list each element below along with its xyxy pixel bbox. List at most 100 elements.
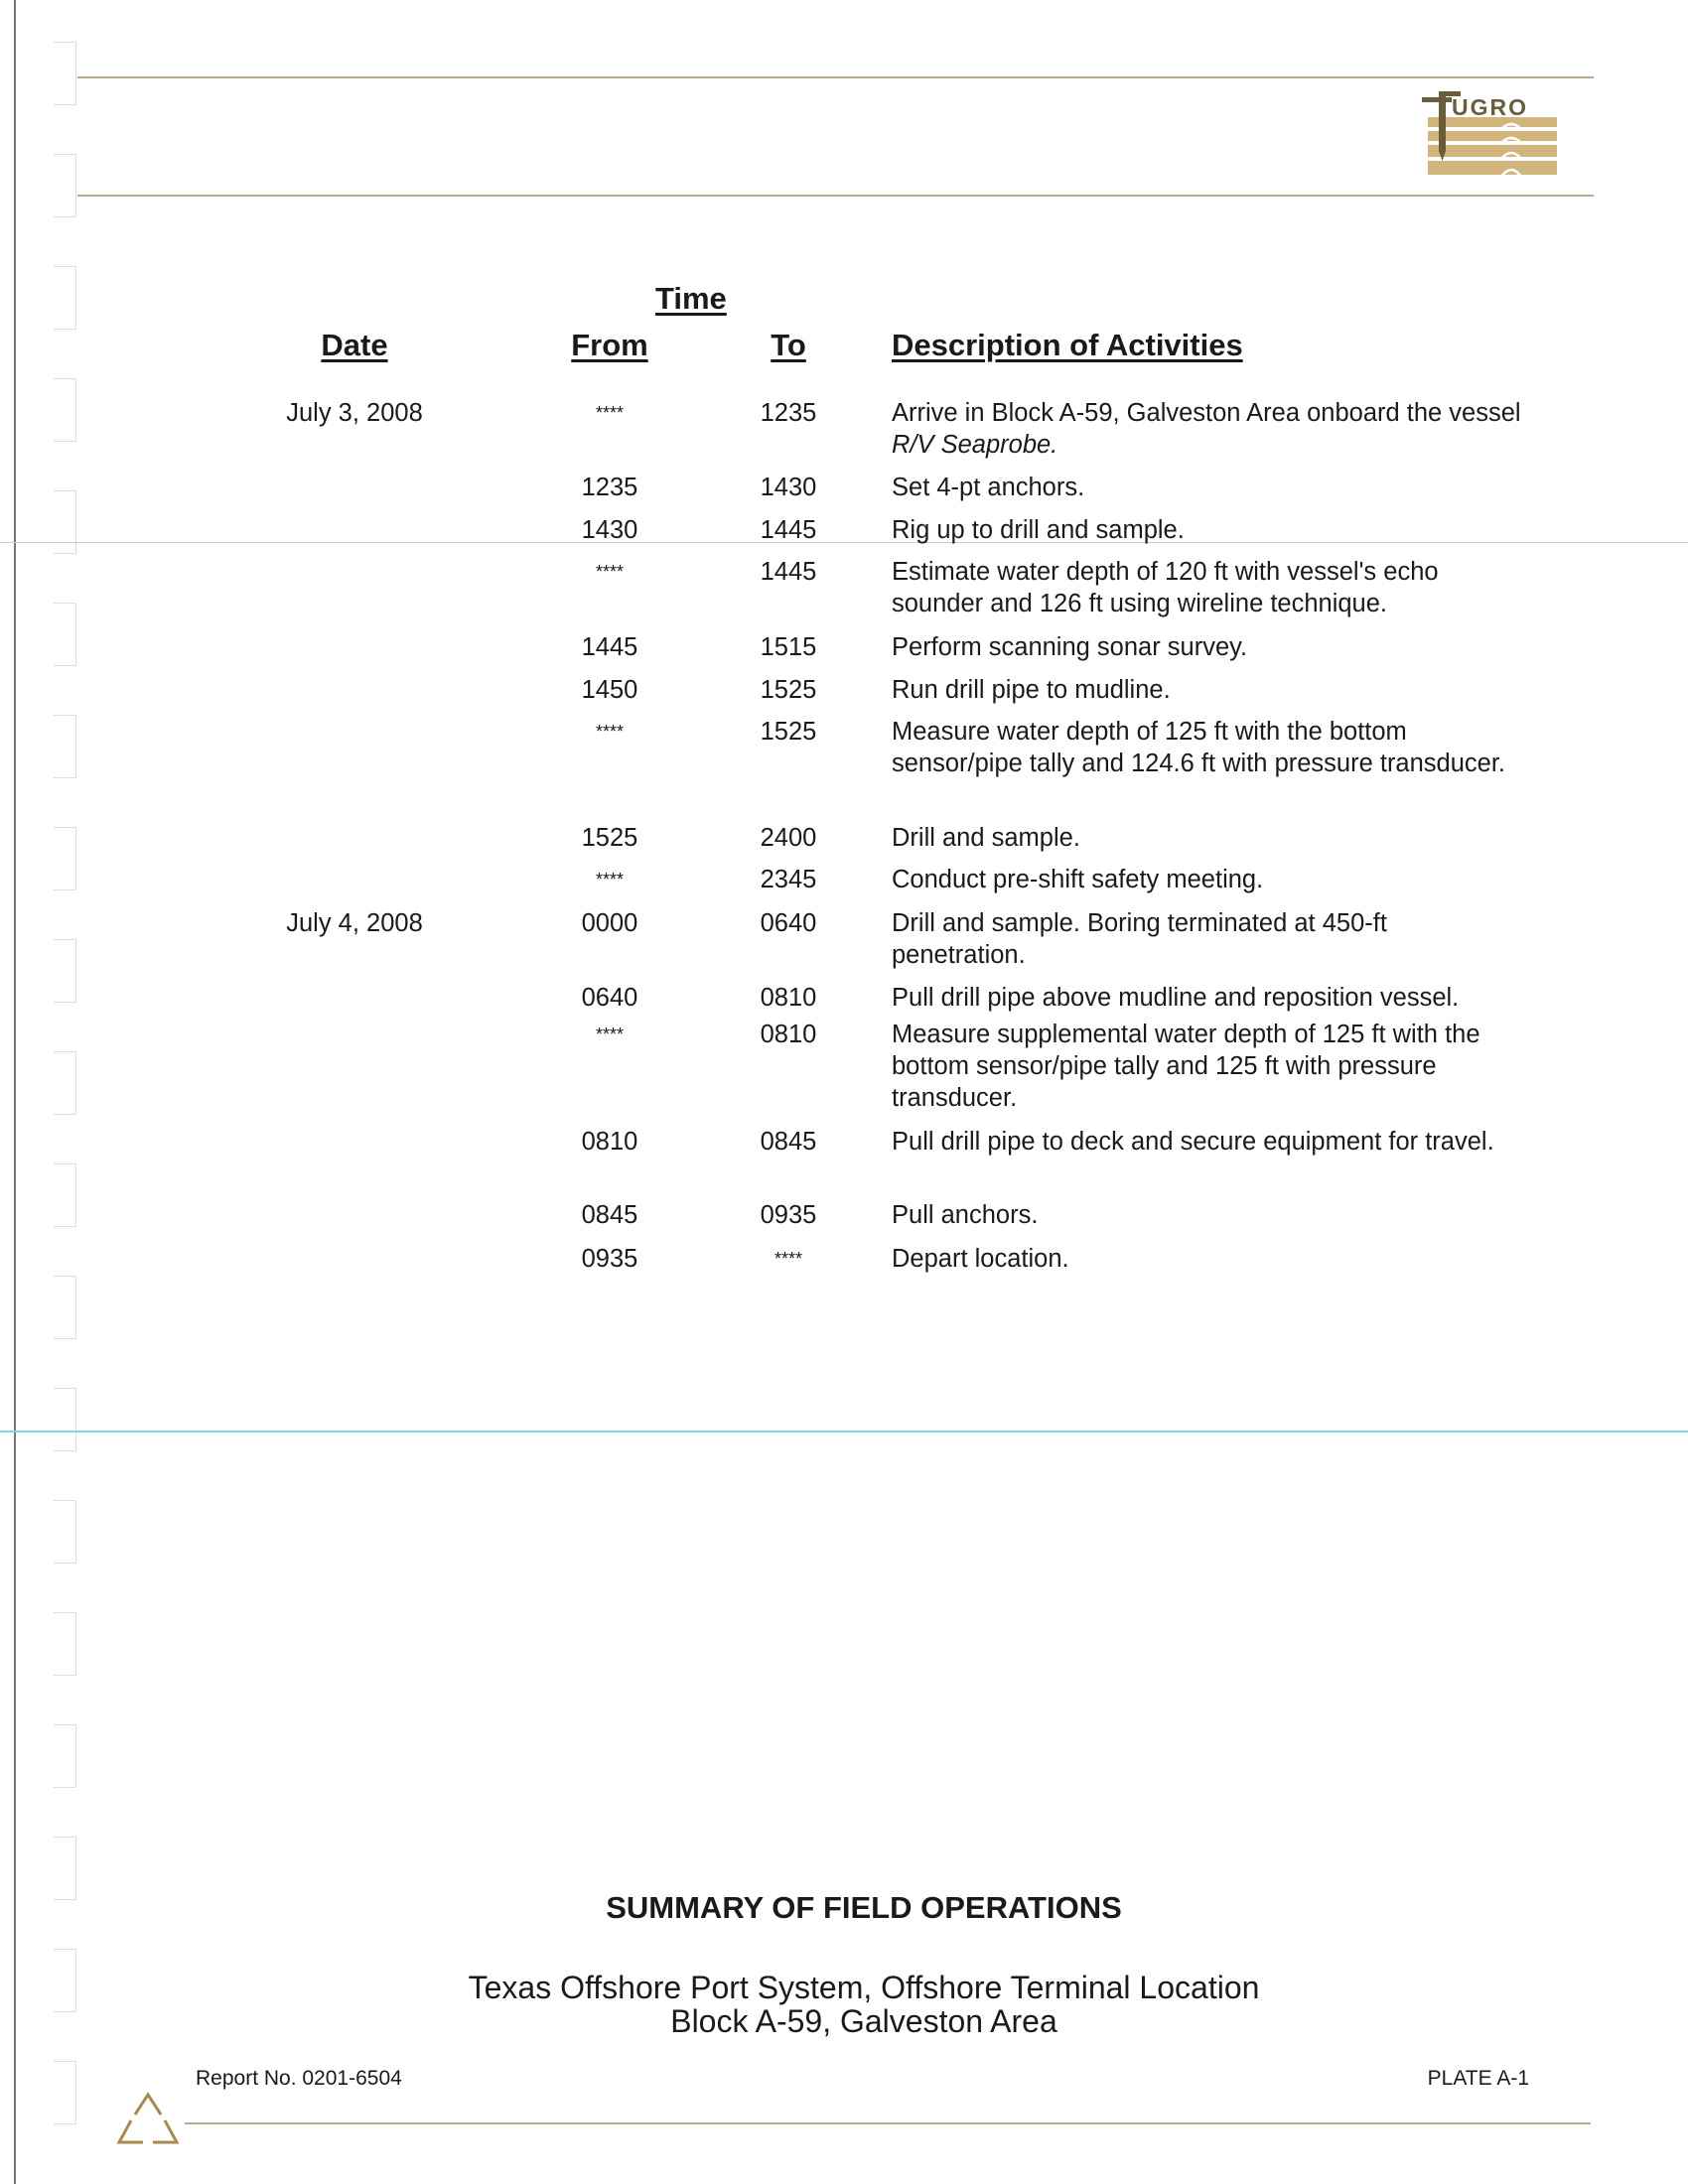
- from-cell: 1525: [581, 824, 638, 852]
- from-cell: ****: [595, 403, 625, 423]
- description-cell: Drill and sample. Boring terminated at 4…: [892, 907, 1527, 971]
- header-rule-bottom: [77, 195, 1594, 197]
- binder-tab: [54, 42, 76, 105]
- binder-tab: [54, 154, 76, 217]
- from-cell: 0000: [581, 909, 638, 937]
- from-header: From: [571, 328, 648, 362]
- description-text: Conduct pre-shift safety meeting.: [892, 866, 1264, 893]
- description-cell: Arrive in Block A-59, Galveston Area onb…: [892, 397, 1527, 461]
- binder-tab: [54, 1051, 76, 1115]
- description-text: Set 4-pt anchors.: [892, 474, 1085, 501]
- description-cell: Rig up to drill and sample.: [892, 514, 1527, 546]
- svg-text:UGRO: UGRO: [1452, 94, 1528, 120]
- from-cell: ****: [595, 562, 625, 582]
- to-cell: 1525: [760, 718, 817, 746]
- description-cell: Conduct pre-shift safety meeting.: [892, 864, 1527, 895]
- binder-tab: [54, 715, 76, 778]
- from-cell: 1235: [581, 474, 638, 501]
- from-cell: 1430: [581, 516, 638, 544]
- description-cell: Estimate water depth of 120 ft with vess…: [892, 556, 1527, 619]
- to-cell: 0845: [760, 1128, 817, 1156]
- to-cell: 2400: [760, 824, 817, 852]
- binder-tab: [54, 2061, 76, 2124]
- binder-tab: [54, 266, 76, 330]
- binder-tab: [54, 1612, 76, 1676]
- description-text: Rig up to drill and sample.: [892, 516, 1185, 544]
- binder-tab: [54, 603, 76, 666]
- description-text: Pull drill pipe to deck and secure equip…: [892, 1128, 1494, 1156]
- binder-tab: [54, 1388, 76, 1451]
- recycle-icon: [115, 2091, 181, 2157]
- from-cell: 1450: [581, 676, 638, 704]
- description-cell: Pull drill pipe to deck and secure equip…: [892, 1126, 1527, 1158]
- to-cell: 0810: [760, 984, 817, 1012]
- binder-tab: [54, 1837, 76, 1900]
- binder-tab: [54, 1500, 76, 1564]
- description-cell: Set 4-pt anchors.: [892, 472, 1527, 503]
- date-header: Date: [321, 328, 388, 362]
- binder-tab: [54, 378, 76, 442]
- description-text: Pull drill pipe above mudline and reposi…: [892, 984, 1460, 1012]
- from-cell: ****: [595, 870, 625, 889]
- date-cell: July 4, 2008: [286, 909, 423, 937]
- description-cell: Measure water depth of 125 ft with the b…: [892, 716, 1527, 779]
- description-text: Perform scanning sonar survey.: [892, 633, 1248, 661]
- to-header: To: [771, 328, 806, 362]
- from-cell: 0935: [581, 1245, 638, 1273]
- to-cell: 1430: [760, 474, 817, 501]
- from-cell: ****: [595, 1024, 625, 1044]
- description-text: Drill and sample. Boring terminated at 4…: [892, 909, 1387, 969]
- plate-subtitle-2: Block A-59, Galveston Area: [670, 2003, 1057, 2039]
- description-cell: Depart location.: [892, 1243, 1527, 1275]
- from-cell: 0640: [581, 984, 638, 1012]
- plate-title: SUMMARY OF FIELD OPERATIONS: [606, 1890, 1122, 1925]
- to-cell: 0640: [760, 909, 817, 937]
- description-cell: Pull anchors.: [892, 1199, 1527, 1231]
- to-cell: 0935: [760, 1201, 817, 1229]
- from-cell: 1445: [581, 633, 638, 661]
- vessel-name: R/V Seaprobe.: [892, 431, 1058, 459]
- description-cell: Drill and sample.: [892, 822, 1527, 854]
- binder-tab: [54, 827, 76, 890]
- binder-tab: [54, 490, 76, 554]
- description-text: Measure supplemental water depth of 125 …: [892, 1021, 1480, 1112]
- to-cell: 2345: [760, 866, 817, 893]
- footer-rule: [185, 2122, 1591, 2124]
- plate-subtitle-1: Texas Offshore Port System, Offshore Ter…: [468, 1970, 1260, 2005]
- to-cell: 1515: [760, 633, 817, 661]
- to-cell: 1445: [760, 558, 817, 586]
- description-text: Arrive in Block A-59, Galveston Area onb…: [892, 399, 1521, 427]
- description-cell: Measure supplemental water depth of 125 …: [892, 1019, 1527, 1114]
- to-cell: 1445: [760, 516, 817, 544]
- description-cell: Perform scanning sonar survey.: [892, 631, 1527, 663]
- binder-tab: [54, 1724, 76, 1788]
- date-cell: July 3, 2008: [286, 399, 423, 427]
- description-text: Run drill pipe to mudline.: [892, 676, 1171, 704]
- scan-line: [0, 542, 1688, 543]
- from-cell: ****: [595, 722, 625, 742]
- scan-line-cyan: [0, 1431, 1688, 1433]
- time-header: Time: [655, 281, 727, 316]
- header-rule-top: [77, 76, 1594, 78]
- binder-tab: [54, 1949, 76, 2012]
- description-text: Measure water depth of 125 ft with the b…: [892, 718, 1506, 777]
- to-cell: 1235: [760, 399, 817, 427]
- to-cell: 1525: [760, 676, 817, 704]
- description-text: Pull anchors.: [892, 1201, 1039, 1229]
- description-text: Depart location.: [892, 1245, 1069, 1273]
- binder-tab: [54, 1163, 76, 1227]
- description-header: Description of Activities: [892, 328, 1243, 362]
- binder-tab: [54, 939, 76, 1003]
- description-cell: Run drill pipe to mudline.: [892, 674, 1527, 706]
- fugro-logo: UGRO: [1422, 85, 1561, 186]
- description-text: Estimate water depth of 120 ft with vess…: [892, 558, 1439, 617]
- from-cell: 0845: [581, 1201, 638, 1229]
- binder-edge: [14, 0, 16, 2184]
- plate-number: PLATE A-1: [1427, 2067, 1529, 2090]
- to-cell: 0810: [760, 1021, 817, 1048]
- from-cell: 0810: [581, 1128, 638, 1156]
- report-number: Report No. 0201-6504: [196, 2067, 402, 2090]
- binder-tab: [54, 1276, 76, 1339]
- description-cell: Pull drill pipe above mudline and reposi…: [892, 982, 1527, 1014]
- description-text: Drill and sample.: [892, 824, 1080, 852]
